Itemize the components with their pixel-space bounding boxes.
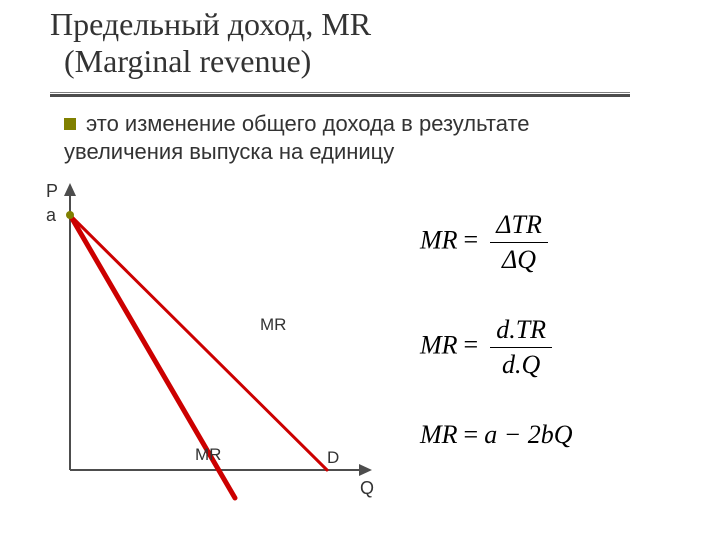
f2-lhs: MR [420,330,458,359]
fraction-icon: ΔTRΔQ [490,210,548,275]
a-label: a [46,205,57,225]
formulas-block: MR=ΔTRΔQ MR=d.TRd.Q MR=a − 2bQ [420,210,700,490]
fraction-icon: d.TRd.Q [490,315,552,380]
x-axis-label: Q [360,478,374,498]
d-label: D [327,448,339,467]
formula-mr-delta: MR= ΔTRΔQ [420,210,700,275]
chart-mr-demand: Pa Q MR MR D [30,180,390,510]
equals-sign: = [464,330,479,359]
title-underline-thin [50,92,630,93]
chart-svg: Pa Q MR MR D [30,180,390,510]
f1-den: ΔQ [490,242,548,275]
equals-sign: = [464,420,479,449]
f3-lhs: MR [420,420,458,449]
title-underline-thick [50,94,630,97]
title-line-2: (Marginal revenue) [64,43,371,80]
formula-mr-derivative: MR= d.TRd.Q [420,315,700,380]
y-axis-arrow-icon [64,183,76,196]
square-bullet-icon [64,118,76,130]
formula-mr-linear: MR=a − 2bQ [420,420,700,450]
slide: Предельный доход, МR (Marginal revenue) … [0,0,720,540]
mr-label-upper: MR [260,315,286,334]
title-line-1: Предельный доход, МR [50,6,371,42]
x-axis-arrow-icon [359,464,372,476]
bullet-definition: это изменение общего дохода в результате… [64,110,624,165]
f1-lhs: MR [420,225,458,254]
bullet-text: это изменение общего дохода в результате… [64,111,530,164]
f2-num: d.TR [490,315,552,347]
point-a [66,211,74,219]
f2-den: d.Q [490,347,552,380]
y-axis-label: P [46,181,58,201]
slide-title: Предельный доход, МR (Marginal revenue) [50,6,371,80]
equals-sign: = [464,225,479,254]
f1-num: ΔTR [490,210,548,242]
mr-label-lower: MR [195,445,221,464]
f3-rhs: a − 2bQ [484,420,572,449]
